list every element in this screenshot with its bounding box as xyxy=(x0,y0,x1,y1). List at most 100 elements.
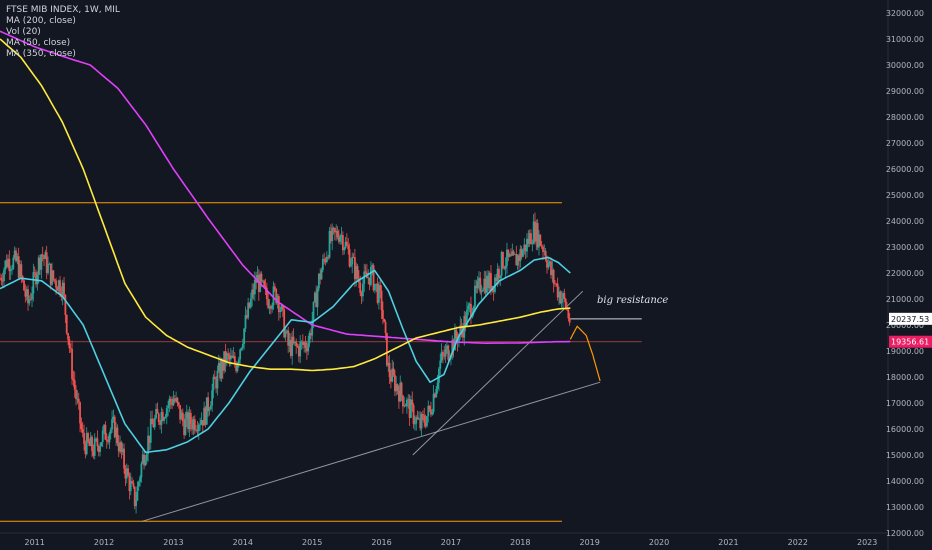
candle-body xyxy=(53,279,56,281)
candle-body xyxy=(273,286,276,289)
candle-body xyxy=(163,417,165,421)
candle-body xyxy=(76,398,79,400)
y-tick-label: 19000.00 xyxy=(886,347,924,356)
candle-body xyxy=(61,282,64,297)
candle-body xyxy=(241,344,244,348)
candle-body xyxy=(72,378,75,381)
candle-body xyxy=(231,355,234,358)
candle-body xyxy=(345,241,348,246)
y-tick-label: 21000.00 xyxy=(886,295,924,304)
candle-body xyxy=(540,245,543,247)
candle-body xyxy=(132,482,135,487)
candle-body xyxy=(398,390,400,402)
candle-body xyxy=(156,408,159,414)
candle-body xyxy=(251,289,254,299)
candle-body xyxy=(300,341,303,343)
candle-body xyxy=(71,348,73,379)
y-tick-label: 27000.00 xyxy=(886,139,924,148)
candle-body xyxy=(112,416,115,420)
candle-body xyxy=(140,463,143,478)
x-tick-label: 2014 xyxy=(233,538,253,547)
candle-body xyxy=(470,303,472,318)
candle-body xyxy=(360,292,363,297)
candle-body xyxy=(39,257,41,270)
candle-body xyxy=(227,353,230,356)
candle-body xyxy=(451,339,454,355)
candle-body xyxy=(131,481,133,483)
candle-body xyxy=(299,342,302,357)
candle-body xyxy=(107,440,109,443)
candle-body xyxy=(207,397,210,412)
candle-body xyxy=(181,412,184,422)
candle-body xyxy=(75,389,77,399)
candle-body xyxy=(44,252,47,259)
candle-body xyxy=(511,251,514,256)
candle-body xyxy=(498,268,500,279)
candle-body xyxy=(185,412,188,419)
candle-body xyxy=(288,340,291,346)
candle-body xyxy=(402,395,404,407)
candle-body xyxy=(522,250,524,257)
candle-body xyxy=(103,424,105,431)
candle-body xyxy=(287,330,290,346)
candle-body xyxy=(23,280,25,291)
candle-body xyxy=(275,288,278,304)
candle-body xyxy=(532,221,535,244)
candle-body xyxy=(408,399,411,418)
candle-body xyxy=(341,235,344,251)
candle-body xyxy=(391,368,394,382)
candle-body xyxy=(440,352,443,361)
price-label-bg xyxy=(889,335,932,348)
candle-body xyxy=(297,346,300,357)
candle-body xyxy=(392,368,395,375)
candle-body xyxy=(418,418,420,420)
candle-body xyxy=(542,246,544,252)
candle-body xyxy=(512,251,515,255)
candle-body xyxy=(121,448,124,453)
candle-body xyxy=(407,399,410,400)
candle-body xyxy=(67,333,69,340)
candle-body xyxy=(19,264,21,278)
candle-body xyxy=(245,315,248,318)
candle-body xyxy=(239,349,242,360)
candle-body xyxy=(335,230,338,233)
candle-body xyxy=(17,256,20,278)
candle-body xyxy=(88,441,91,446)
candle-body xyxy=(276,296,279,304)
candle-body xyxy=(547,263,550,268)
candle-body xyxy=(376,283,379,303)
candle-body xyxy=(9,269,12,272)
candle-body xyxy=(47,264,49,273)
y-tick-label: 32000.00 xyxy=(886,9,924,18)
x-tick-label: 2018 xyxy=(510,538,530,547)
candle-body xyxy=(396,384,399,391)
y-tick-label: 15000.00 xyxy=(886,451,924,460)
x-tick-label: 2013 xyxy=(163,538,183,547)
y-tick-label: 30000.00 xyxy=(886,61,924,70)
candle-body xyxy=(331,227,334,242)
candle-body xyxy=(213,376,216,380)
moving-averages xyxy=(0,30,571,454)
candle-body xyxy=(229,355,232,360)
candle-body xyxy=(333,228,336,233)
candle-body xyxy=(95,438,97,440)
y-tick-label: 24000.00 xyxy=(886,217,924,226)
candle-body xyxy=(167,405,170,409)
candle-body xyxy=(352,257,355,258)
candle-body xyxy=(84,443,87,455)
candle-body xyxy=(256,274,259,283)
candle-body xyxy=(424,422,427,427)
y-tick-label: 13000.00 xyxy=(886,503,924,512)
candle-body xyxy=(356,265,359,279)
candle-body xyxy=(535,223,538,242)
candle-body xyxy=(169,398,172,402)
candle-body xyxy=(359,282,362,293)
candle-body xyxy=(436,382,439,389)
candle-body xyxy=(49,263,52,285)
candle-body xyxy=(265,287,268,300)
candle-body xyxy=(205,397,208,425)
candle-body xyxy=(439,360,442,369)
x-tick-label: 2012 xyxy=(94,538,114,547)
candle-body xyxy=(435,388,438,398)
